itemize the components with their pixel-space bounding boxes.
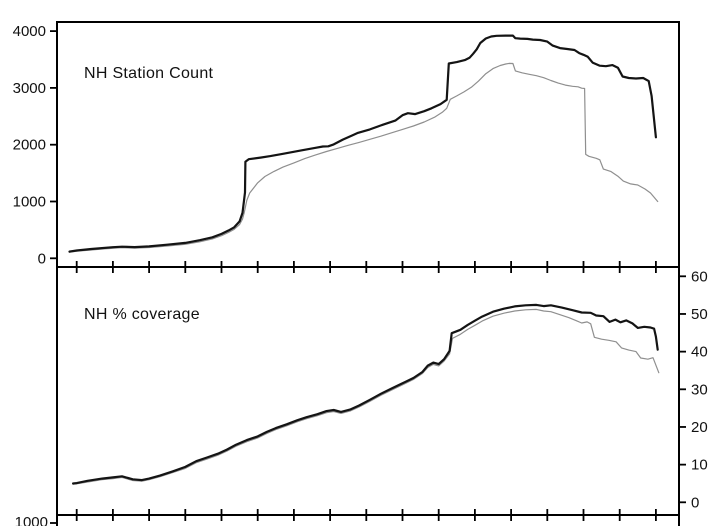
y-tick-label: 50: [691, 306, 708, 323]
top-panel-label: NH Station Count: [84, 65, 214, 82]
y-tick-label: 60: [691, 268, 708, 285]
series-thick-panel1: [71, 303, 659, 485]
y-tick-label: 30: [691, 381, 708, 398]
y-tick-label: 4000: [13, 23, 46, 40]
y-tick-label: 20: [691, 419, 708, 436]
bottom-panel-label: NH % coverage: [84, 306, 200, 323]
panel-frame: [56, 266, 680, 516]
series-thin-panel0: [68, 62, 659, 253]
y-tick-label: 1000: [13, 194, 46, 211]
series-thick-panel0: [68, 34, 658, 253]
y-tick-label: 3000: [13, 80, 46, 97]
chart-render-root: 0 1000 2000 3000 4000 0 10 20 30 40 50 60: [13, 21, 708, 526]
y-tick-label: 10: [691, 457, 708, 474]
series-thin-panel1: [72, 308, 660, 485]
y-tick-label: 0: [38, 250, 46, 267]
y-tick-label: 40: [691, 344, 708, 361]
cropped-third-panel-ytick-label: 1000: [15, 514, 48, 526]
y-tick-label: 0: [691, 494, 699, 511]
y-tick-label: 2000: [13, 137, 46, 154]
